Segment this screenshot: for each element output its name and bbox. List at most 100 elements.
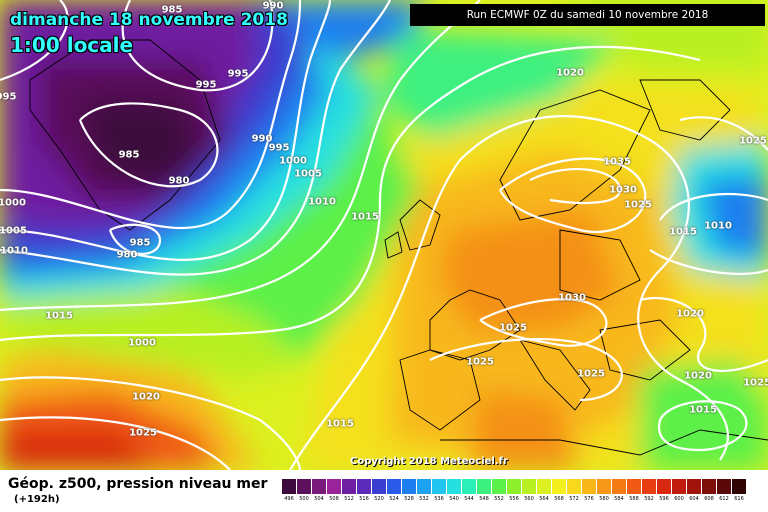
scale-tick-label: 512 bbox=[344, 496, 354, 502]
scale-swatch bbox=[672, 479, 686, 494]
isobar-label: 1010 bbox=[0, 245, 28, 257]
scale-tick-label: 568 bbox=[554, 496, 564, 502]
isobar-label: 1025 bbox=[624, 199, 652, 211]
scale-tick-label: 588 bbox=[629, 496, 639, 502]
scale-tick-label: 496 bbox=[284, 496, 294, 502]
isobar-label: 1015 bbox=[689, 404, 717, 416]
scale-tick-label: 564 bbox=[539, 496, 549, 502]
scale-tick-label: 560 bbox=[524, 496, 534, 502]
scale-swatch bbox=[372, 479, 386, 494]
scale-swatch bbox=[477, 479, 491, 494]
scale-tick-label: 592 bbox=[644, 496, 654, 502]
forecast-date: dimanche 18 novembre 2018 bbox=[10, 10, 288, 30]
isobar-label: 990 bbox=[251, 133, 273, 145]
coastlines bbox=[29, 39, 768, 456]
scale-tick-label: 596 bbox=[659, 496, 669, 502]
scale-tick-label: 552 bbox=[494, 496, 504, 502]
isobar-label: 1000 bbox=[0, 197, 26, 209]
color-field bbox=[0, 0, 768, 470]
isobar-label: 980 bbox=[168, 175, 190, 187]
scale-swatch bbox=[417, 479, 431, 494]
scale-swatch bbox=[597, 479, 611, 494]
isobar-label: 1025 bbox=[743, 377, 768, 389]
scale-swatch bbox=[552, 479, 566, 494]
isobar-label: 1000 bbox=[279, 155, 307, 167]
isobar-label: 1010 bbox=[308, 196, 336, 208]
scale-swatch bbox=[387, 479, 401, 494]
scale-swatch bbox=[627, 479, 641, 494]
scale-tick-label: 616 bbox=[734, 496, 744, 502]
scale-tick-label: 520 bbox=[374, 496, 384, 502]
isobar-label: 1010 bbox=[704, 220, 732, 232]
scale-swatch bbox=[642, 479, 656, 494]
forecast-offset: (+192h) bbox=[14, 494, 60, 505]
scale-tick-label: 544 bbox=[464, 496, 474, 502]
weather-map: 9859909959959959909951000985980100510001… bbox=[0, 0, 768, 470]
copyright-label: Copyright 2018 Meteociel.fr bbox=[350, 456, 508, 467]
scale-swatch bbox=[687, 479, 701, 494]
isobar-label: 990 bbox=[262, 0, 284, 12]
scale-swatch bbox=[327, 479, 341, 494]
scale-tick-label: 540 bbox=[449, 496, 459, 502]
forecast-time: 1:00 locale bbox=[10, 33, 134, 57]
isobar-label: 1000 bbox=[128, 337, 156, 349]
scale-tick-label: 528 bbox=[404, 496, 414, 502]
scale-tick-label: 580 bbox=[599, 496, 609, 502]
isobar-label: 1025 bbox=[739, 135, 767, 147]
scale-tick-label: 524 bbox=[389, 496, 399, 502]
isobar-label: 1015 bbox=[326, 418, 354, 430]
isobar-label: 995 bbox=[195, 79, 217, 91]
scale-swatch bbox=[702, 479, 716, 494]
scale-swatch bbox=[447, 479, 461, 494]
isobar-label: 1030 bbox=[609, 184, 637, 196]
isobar-label: 1035 bbox=[603, 156, 631, 168]
isobar-label: 985 bbox=[161, 4, 183, 16]
scale-tick-label: 612 bbox=[719, 496, 729, 502]
scale-swatch bbox=[507, 479, 521, 494]
isobar-label: 995 bbox=[268, 142, 290, 154]
geopotential-field bbox=[0, 0, 768, 470]
scale-tick-label: 608 bbox=[704, 496, 714, 502]
scale-tick-label: 604 bbox=[689, 496, 699, 502]
isobar-label: 985 bbox=[118, 149, 140, 161]
scale-tick-label: 536 bbox=[434, 496, 444, 502]
isobar-label: 1005 bbox=[0, 225, 27, 237]
scale-tick-label: 548 bbox=[479, 496, 489, 502]
scale-swatch bbox=[537, 479, 551, 494]
isobar-label: 1025 bbox=[577, 368, 605, 380]
map-title: Géop. z500, pression niveau mer bbox=[8, 476, 268, 492]
scale-tick-label: 500 bbox=[299, 496, 309, 502]
isobar-label: 995 bbox=[0, 91, 17, 103]
isobar-label: 1015 bbox=[669, 226, 697, 238]
scale-tick-label: 516 bbox=[359, 496, 369, 502]
scale-swatch bbox=[522, 479, 536, 494]
scale-swatch bbox=[282, 479, 296, 494]
scale-tick-label: 576 bbox=[584, 496, 594, 502]
scale-tick-label: 572 bbox=[569, 496, 579, 502]
isobar-lines bbox=[0, 0, 768, 470]
scale-swatch bbox=[402, 479, 416, 494]
isobar-label: 1030 bbox=[558, 292, 586, 304]
isobar-label: 1020 bbox=[132, 391, 160, 403]
isobar-label: 985 bbox=[129, 237, 151, 249]
isobar-label: 1025 bbox=[129, 427, 157, 439]
scale-swatch bbox=[342, 479, 356, 494]
scale-swatch bbox=[432, 479, 446, 494]
isobar-label: 1015 bbox=[351, 211, 379, 223]
scale-tick-label: 584 bbox=[614, 496, 624, 502]
scale-swatch bbox=[462, 479, 476, 494]
scale-swatch bbox=[492, 479, 506, 494]
isobar-label: 995 bbox=[227, 68, 249, 80]
isobar-label: 1020 bbox=[676, 308, 704, 320]
isobar-label: 980 bbox=[116, 249, 138, 261]
isobar-label: 1015 bbox=[45, 310, 73, 322]
scale-swatch bbox=[612, 479, 626, 494]
scale-swatch bbox=[357, 479, 371, 494]
scale-tick-label: 556 bbox=[509, 496, 519, 502]
scale-swatch bbox=[297, 479, 311, 494]
isobar-label: 1020 bbox=[684, 370, 712, 382]
isobar-label: 1025 bbox=[499, 322, 527, 334]
scale-tick-label: 532 bbox=[419, 496, 429, 502]
run-label: Run ECMWF 0Z du samedi 10 novembre 2018 bbox=[410, 4, 765, 26]
color-scale-legend: 496 500 504 508 512 516 520 524 528 532 536 540 544 5… bbox=[282, 479, 748, 505]
